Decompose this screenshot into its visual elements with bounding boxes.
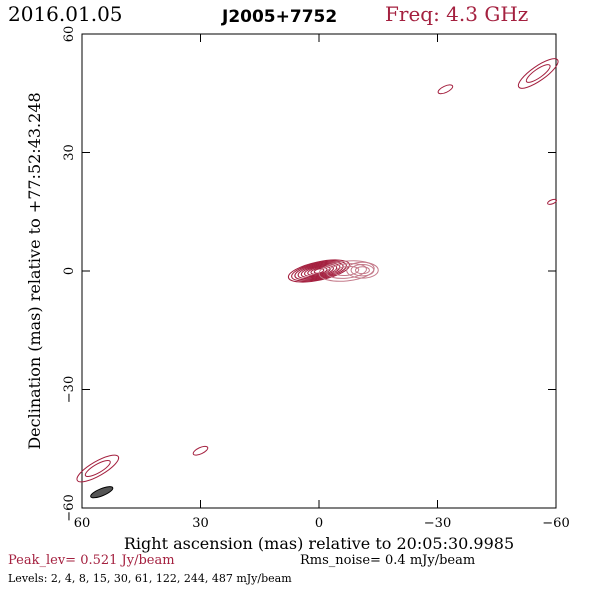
- x-tick-label: 30: [192, 516, 209, 531]
- frequency-label: Freq: 4.3 GHz: [385, 2, 529, 26]
- x-tick-label: 60: [74, 516, 91, 531]
- y-tick-label: −30: [62, 376, 77, 403]
- axis-ticks: 60 30 0 −30 −60 −60 −30 0 30 60: [62, 26, 570, 531]
- beam-ellipse: [90, 486, 114, 499]
- feature-contour: [437, 84, 454, 95]
- plot-frame: [81, 33, 557, 509]
- jet-contour: [346, 261, 379, 279]
- source-name: J2005+7752: [222, 7, 338, 27]
- feature-contour: [547, 198, 558, 205]
- x-tick-label: −60: [542, 516, 569, 531]
- core-contour: [294, 261, 344, 281]
- x-tick-label: 0: [315, 516, 323, 531]
- feature-contour: [525, 64, 551, 83]
- y-tick-label: 30: [62, 144, 77, 161]
- core-contour: [287, 259, 351, 283]
- jet-contour: [326, 263, 367, 279]
- y-tick-label: 0: [62, 267, 77, 275]
- contour-levels: Levels: 2, 4, 8, 15, 30, 61, 122, 244, 4…: [8, 572, 292, 585]
- peak-level: Peak_lev= 0.521 Jy/beam: [8, 553, 175, 568]
- feature-contour: [84, 459, 111, 478]
- contour-layer: [76, 58, 559, 483]
- y-tick-label: −60: [62, 494, 77, 521]
- feature-contour: [76, 454, 120, 483]
- rms-noise: Rms_noise= 0.4 mJy/beam: [300, 553, 476, 568]
- feature-contour: [517, 58, 559, 89]
- y-axis-label: Declination (mas) relative to +77:52:43.…: [25, 92, 44, 449]
- x-axis-label: Right ascension (mas) relative to 20:05:…: [124, 534, 514, 553]
- epoch-date: 2016.01.05: [8, 2, 123, 26]
- feature-contour: [192, 445, 209, 456]
- jet-contour: [350, 264, 375, 277]
- jet-contour: [318, 260, 375, 282]
- core-contour: [297, 262, 341, 280]
- y-tick-label: 60: [62, 26, 77, 43]
- jet-contour: [334, 265, 360, 277]
- jet-contour: [354, 266, 370, 275]
- beam-layer: [90, 486, 114, 499]
- x-tick-label: −30: [424, 516, 451, 531]
- core-contour: [291, 260, 347, 282]
